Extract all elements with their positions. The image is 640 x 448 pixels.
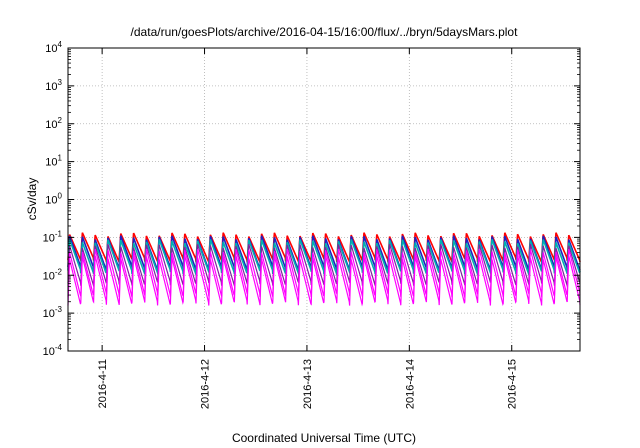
data-series	[67, 232, 581, 307]
x-axis-ticks: 2016-4-11 2016-4-12 2016-4-13 2016-4-14 2016…	[97, 48, 519, 409]
y-tick-label: 104	[45, 40, 62, 55]
y-tick-label: 100	[45, 192, 62, 207]
grid-lines	[68, 48, 580, 351]
y-axis-ticks: 10-4 10-3 10-2 10-1 100 101 102 103 104	[43, 40, 580, 358]
x-tick-label: 2016-4-15	[507, 359, 519, 409]
y-tick-label: 103	[45, 78, 62, 93]
x-tick-label: 2016-4-12	[200, 359, 212, 409]
y-axis-label: cSv/day	[25, 178, 39, 221]
x-tick-label: 2016-4-11	[97, 359, 109, 408]
y-tick-label: 102	[45, 116, 62, 131]
x-tick-label: 2016-4-14	[404, 359, 416, 409]
y-tick-label: 10-4	[43, 343, 63, 358]
series-line	[67, 255, 581, 307]
y-tick-label: 10-1	[43, 229, 63, 244]
x-axis-label: Coordinated Universal Time (UTC)	[232, 431, 416, 445]
y-tick-label: 101	[45, 154, 62, 169]
y-tick-label: 10-3	[43, 305, 63, 320]
chart-title: /data/run/goesPlots/archive/2016-04-15/1…	[131, 25, 519, 39]
y-tick-label: 10-2	[43, 267, 63, 282]
x-tick-label: 2016-4-13	[302, 359, 314, 409]
